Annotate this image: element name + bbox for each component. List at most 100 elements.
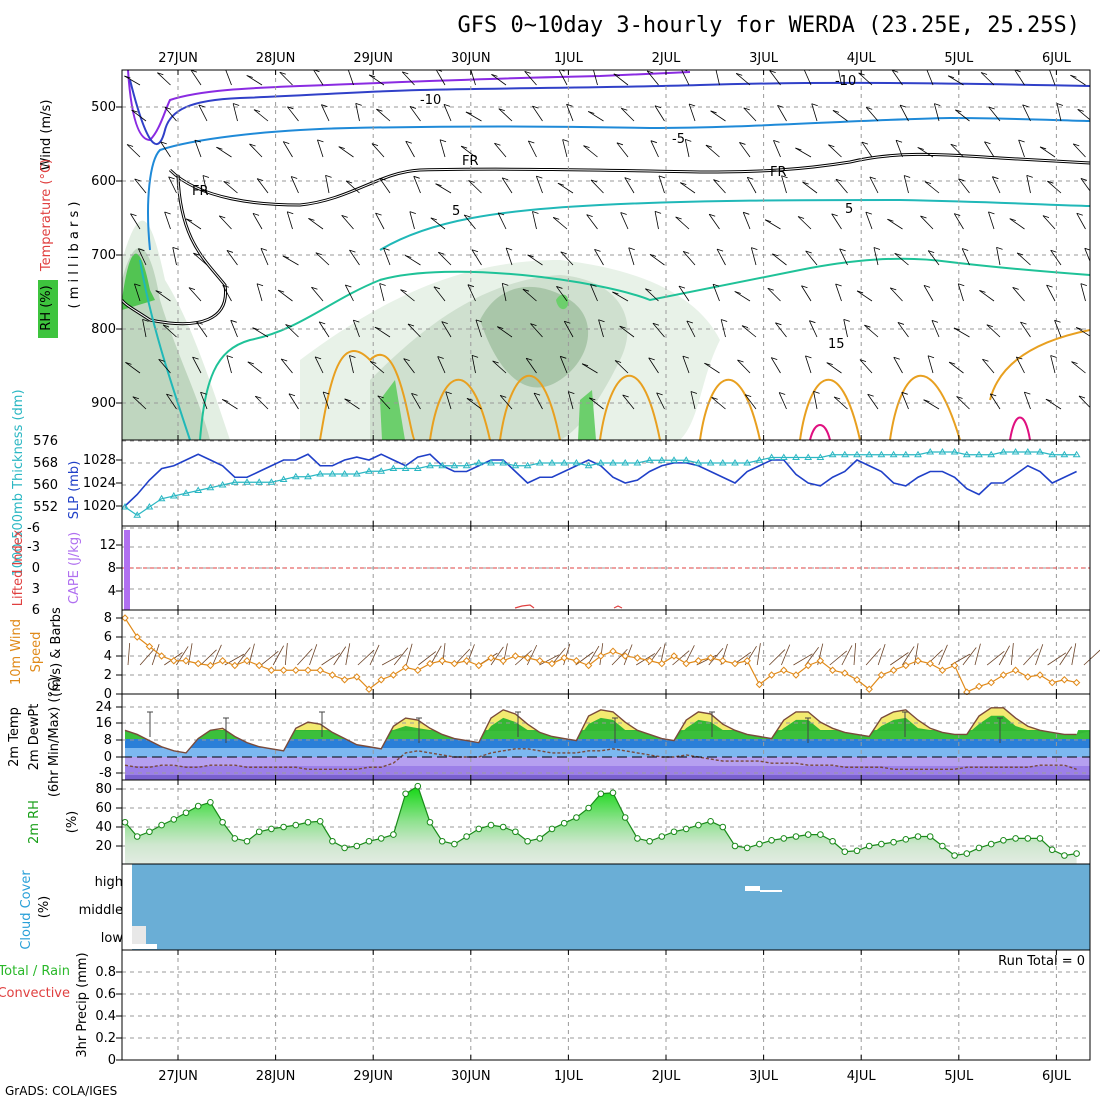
rh-marker — [731, 842, 739, 850]
rh-marker — [841, 848, 849, 856]
wind-speed-marker — [572, 657, 581, 665]
bottom-date-axis: 27JUN 28JUN 29JUN 30JUN 1JUL 2JUL 3JUL 4JUL 5JUL… — [158, 1069, 1071, 1084]
rh-marker — [865, 842, 873, 850]
wind-barb — [998, 645, 1011, 666]
slp-line — [124, 453, 1077, 507]
wind-tick-label: 0 — [104, 687, 112, 702]
rh-marker — [585, 804, 592, 812]
rh-marker — [377, 835, 385, 842]
pressure-tick-label: 900 — [91, 396, 116, 411]
wind-speed-marker — [1060, 676, 1069, 684]
thickness-marker — [121, 503, 129, 510]
cloud-low-label: low — [101, 931, 124, 946]
li-tick-label: 0 — [32, 561, 40, 576]
rh-marker — [804, 831, 812, 838]
cape-li-panel: Lifted Index CAPE (J/kg) -6 -3 0 3 6 12 8 4 — [11, 521, 1091, 618]
thickness-marker — [938, 448, 947, 455]
wind-speed-marker — [914, 657, 922, 665]
thickness-marker — [535, 459, 544, 466]
rh-marker — [231, 835, 239, 842]
slp-tick-label: 1020 — [83, 499, 116, 514]
thickness-label: 1000-500mb Thickness (dm) — [11, 389, 26, 576]
wind-speed-marker — [743, 657, 751, 665]
li-trace-b — [613, 605, 623, 609]
thickness-marker — [926, 448, 935, 455]
temperature-band — [125, 766, 1090, 775]
thickness-marker — [438, 461, 447, 469]
date-label-top: 6JUL — [1042, 51, 1072, 66]
rh-marker — [987, 840, 995, 848]
wind-barb — [1010, 643, 1014, 666]
rh-marker — [316, 818, 324, 825]
wind-speed-marker — [438, 657, 446, 665]
wind-speed-marker — [450, 659, 459, 668]
thickness-tick-label: 568 — [33, 456, 58, 471]
wind-barb — [1047, 652, 1067, 666]
rh-marker — [1036, 835, 1044, 842]
rh-marker — [438, 837, 446, 845]
convective-label: Convective — [0, 986, 70, 1001]
wind-barb — [877, 643, 886, 666]
slp-label: SLP (mb) — [67, 461, 82, 520]
thickness-marker — [450, 461, 459, 469]
rh-marker — [609, 789, 617, 797]
wind-barb — [756, 643, 761, 666]
wind-speed-marker — [865, 685, 873, 693]
date-label-top: 28JUN — [256, 51, 296, 66]
temperature-label: Temperature (°C) — [39, 159, 54, 272]
thickness-marker — [255, 478, 264, 485]
rh-marker — [682, 825, 690, 833]
wind-barb — [938, 644, 948, 666]
wind-speed-marker — [353, 673, 361, 681]
wind-speed-marker — [609, 647, 617, 655]
date-label-bottom: 3JUL — [749, 1069, 779, 1084]
wind-barb — [781, 644, 791, 666]
wind-speed-marker — [645, 657, 654, 665]
wind-barb — [829, 650, 848, 666]
upper-wind-barbs — [124, 70, 1090, 410]
rh-marker — [512, 828, 519, 836]
rh-marker — [170, 816, 178, 823]
pressure-tick-label: 800 — [91, 322, 116, 337]
rh-marker — [573, 814, 580, 821]
precip-label: 3hr Precip (mm) — [75, 952, 90, 1057]
temp-tick-label: 24 — [95, 700, 112, 715]
wind-speed-marker — [279, 666, 288, 674]
temp-tick-label: 8 — [104, 733, 112, 748]
wind-speed-marker — [1011, 666, 1020, 674]
wind-speed-marker — [780, 666, 788, 674]
rh-marker — [829, 837, 836, 845]
rh-marker — [707, 818, 714, 825]
wind-speed-marker — [267, 666, 276, 674]
wind-speed-marker — [218, 657, 227, 665]
thickness-marker — [523, 461, 532, 469]
wind-speed-marker — [792, 671, 800, 679]
temp-tick-label: 0 — [104, 750, 112, 765]
rh-marker — [926, 833, 934, 840]
rh-marker — [219, 818, 226, 826]
wind-barb — [297, 648, 313, 666]
lifted-index-label: Lifted Index — [11, 529, 26, 606]
date-label-bottom: 5JUL — [944, 1069, 974, 1084]
temperature-band — [125, 739, 1090, 748]
temperature-contours — [122, 70, 1090, 440]
thickness-marker — [548, 459, 556, 466]
wind-barb — [1023, 648, 1039, 666]
rh-legend-swatch — [38, 280, 58, 338]
pressure-tick-label: 500 — [91, 100, 116, 115]
date-label-bottom: 27JUN — [158, 1069, 198, 1084]
wind-tick-label: 6 — [104, 630, 112, 645]
thickness-marker — [804, 453, 813, 460]
rh-shading — [122, 220, 720, 440]
barbs-label: (m/s) & Barbs — [49, 607, 64, 697]
wind-barb — [902, 646, 915, 666]
wind-speed-marker — [536, 657, 544, 665]
wind-barb — [309, 644, 318, 666]
wind-barb — [369, 644, 380, 666]
date-label-top: 30JUN — [451, 51, 491, 66]
date-label-bottom: 6JUL — [1042, 1069, 1072, 1084]
thickness-tick-label: 560 — [33, 478, 58, 493]
cloud-cover-label: Cloud Cover — [19, 870, 34, 950]
rh-marker — [597, 790, 605, 798]
wind-barb — [430, 645, 442, 666]
